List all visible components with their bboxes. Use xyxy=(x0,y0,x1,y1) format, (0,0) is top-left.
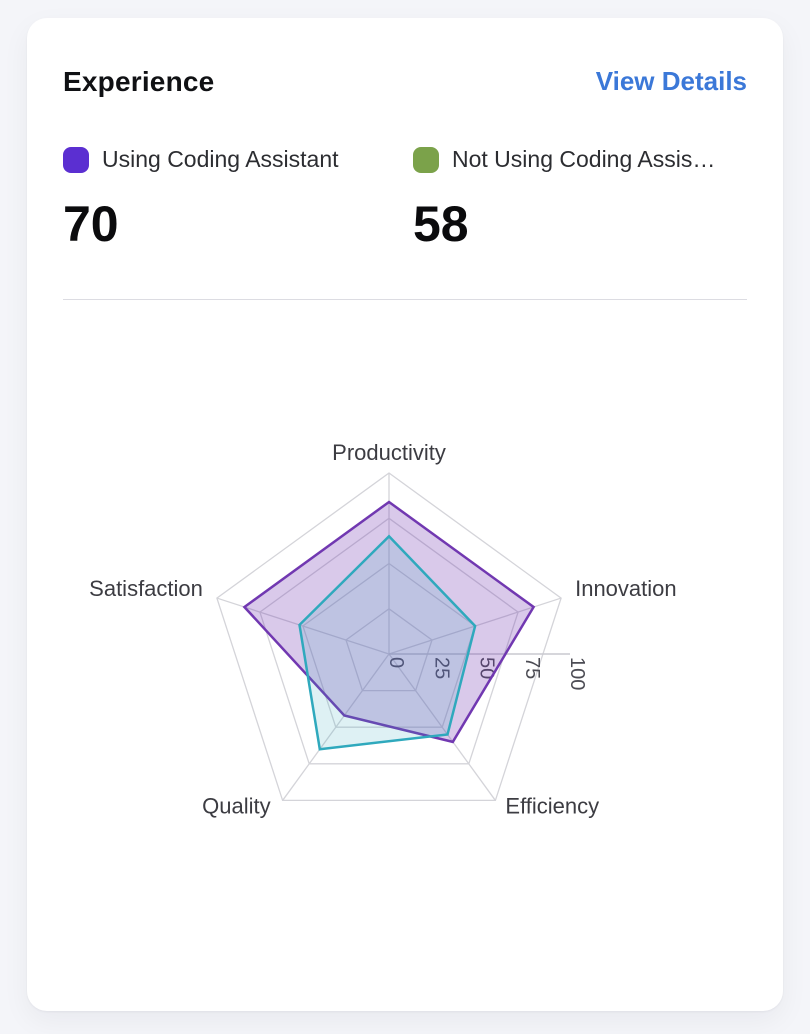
view-details-link[interactable]: View Details xyxy=(595,66,747,96)
card-header: Experience View Details xyxy=(63,66,747,98)
experience-card: Experience View Details Using Coding Ass… xyxy=(27,18,783,1011)
radar-tick-label: 0 xyxy=(385,657,407,668)
legend-stats: Using Coding Assistant Not Using Coding … xyxy=(63,146,747,249)
radar-series-not-using-coding-assistant xyxy=(298,534,477,751)
legend-label: Not Using Coding Assis… xyxy=(452,146,716,172)
radar-tick-label: 25 xyxy=(430,657,452,679)
radar-axis-label-productivity: Productivity xyxy=(332,440,446,465)
page-title: Experience xyxy=(63,66,215,97)
legend-swatch-using-coding-assistant-icon xyxy=(63,146,89,173)
radar-axis-labels: Productivity Innovation Efficiency Quality S… xyxy=(89,440,676,818)
chart-container: 0 25 50 75 100 Productivity Innovation Efficien… xyxy=(27,300,783,1011)
radar-axis-label-innovation: Innovation xyxy=(575,576,677,601)
legend-item-not-using-coding-assistant: Not Using Coding Assis… xyxy=(413,146,747,173)
stat-value-using-coding-assistant: 70 xyxy=(63,196,119,252)
divider xyxy=(63,299,747,300)
stat-value-not-using-coding-assistant: 58 xyxy=(413,196,469,252)
radar-chart: 0 25 50 75 100 Productivity Innovation Efficien… xyxy=(89,440,676,818)
radar-axis-label-efficiency: Efficiency xyxy=(505,793,599,818)
legend-swatch-not-using-coding-assistant-icon xyxy=(413,146,439,173)
legend-label: Using Coding Assistant xyxy=(102,146,339,172)
radar-tick-labels: 0 25 50 75 100 xyxy=(385,657,588,690)
radar-tick-label: 75 xyxy=(521,657,543,679)
legend-item-using-coding-assistant: Using Coding Assistant xyxy=(63,146,413,173)
radar-tick-label: 100 xyxy=(566,657,588,690)
radar-axis-label-satisfaction: Satisfaction xyxy=(89,576,203,601)
radar-axis-label-quality: Quality xyxy=(202,793,270,818)
radar-tick-label: 50 xyxy=(476,657,498,679)
